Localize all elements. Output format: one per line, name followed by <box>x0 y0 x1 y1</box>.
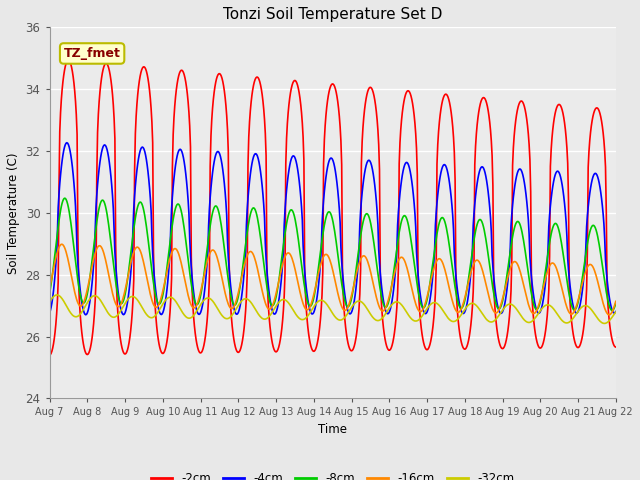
-32cm <box>172 300 180 305</box>
-8cm <box>612 300 620 306</box>
-8cm <box>56 212 63 218</box>
Line: -8cm: -8cm <box>49 198 616 311</box>
Line: -32cm: -32cm <box>49 295 616 324</box>
-32cm <box>45 299 53 305</box>
-2cm <box>403 90 410 96</box>
-16cm <box>403 263 410 268</box>
-4cm <box>403 160 411 166</box>
-4cm <box>420 308 428 314</box>
-8cm <box>172 203 180 209</box>
-2cm <box>202 327 210 333</box>
Title: Tonzi Soil Temperature Set D: Tonzi Soil Temperature Set D <box>223 7 442 22</box>
-32cm <box>403 309 410 314</box>
-32cm <box>601 321 609 326</box>
-16cm <box>58 241 66 247</box>
-2cm <box>612 344 620 350</box>
Line: -2cm: -2cm <box>49 60 616 355</box>
-8cm <box>45 290 53 296</box>
-4cm <box>173 153 181 159</box>
-2cm <box>45 352 53 358</box>
Text: TZ_fmet: TZ_fmet <box>64 47 120 60</box>
-16cm <box>612 299 620 304</box>
-16cm <box>419 307 427 312</box>
-32cm <box>57 294 65 300</box>
-8cm <box>608 308 616 313</box>
Line: -16cm: -16cm <box>49 244 616 315</box>
-32cm <box>115 311 123 316</box>
-8cm <box>61 195 68 201</box>
-2cm <box>65 57 72 63</box>
Line: -4cm: -4cm <box>49 143 616 315</box>
-16cm <box>605 312 613 318</box>
-32cm <box>52 292 60 298</box>
-4cm <box>63 140 70 145</box>
-2cm <box>419 336 427 342</box>
-4cm <box>56 181 63 187</box>
Y-axis label: Soil Temperature (C): Soil Temperature (C) <box>7 152 20 274</box>
-32cm <box>202 296 210 301</box>
-2cm <box>172 87 180 93</box>
-16cm <box>202 263 210 268</box>
-16cm <box>45 286 53 292</box>
-32cm <box>612 309 620 315</box>
X-axis label: Time: Time <box>318 423 347 436</box>
-8cm <box>403 215 410 220</box>
-8cm <box>115 296 123 302</box>
-2cm <box>56 129 63 134</box>
-8cm <box>202 253 210 259</box>
-4cm <box>116 300 124 306</box>
-8cm <box>419 305 427 311</box>
-32cm <box>419 312 427 318</box>
-16cm <box>115 304 123 310</box>
Legend: -2cm, -4cm, -8cm, -16cm, -32cm: -2cm, -4cm, -8cm, -16cm, -32cm <box>146 468 520 480</box>
-4cm <box>45 310 53 316</box>
-16cm <box>56 243 63 249</box>
-2cm <box>115 323 123 328</box>
-4cm <box>82 312 90 318</box>
-4cm <box>203 261 211 266</box>
-4cm <box>612 309 620 314</box>
-16cm <box>172 246 180 252</box>
